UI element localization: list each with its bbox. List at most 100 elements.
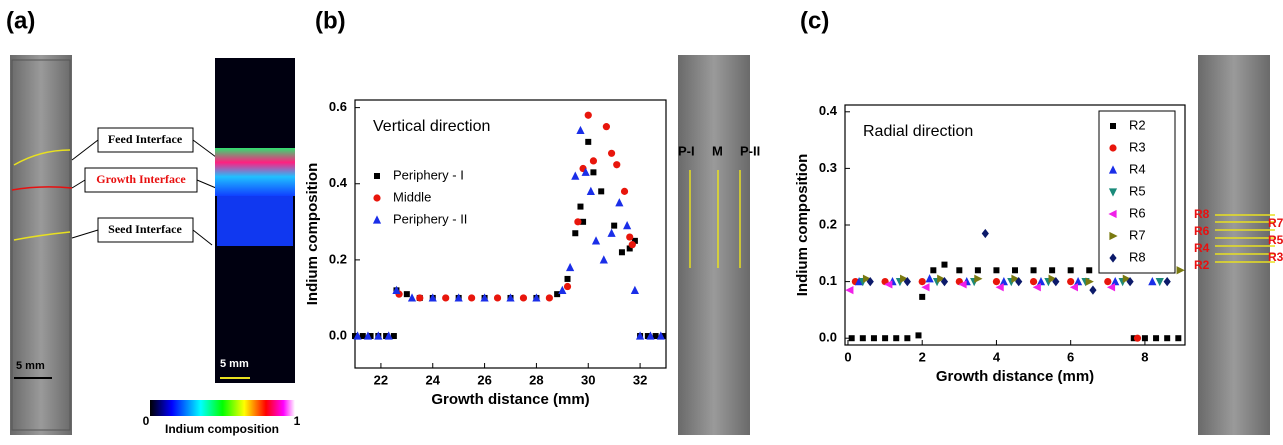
- marker: [1030, 267, 1037, 274]
- marker: [545, 294, 553, 302]
- marker: [1069, 283, 1078, 292]
- photo-label: R6: [1194, 224, 1210, 238]
- marker: [390, 333, 397, 340]
- marker: [893, 335, 900, 342]
- marker: [611, 222, 618, 229]
- leader: [196, 179, 217, 189]
- marker: [590, 169, 597, 176]
- panel-label: (c): [800, 7, 829, 34]
- marker: [1148, 277, 1157, 286]
- marker: [993, 267, 1000, 274]
- x-tick-label: 8: [1141, 349, 1148, 364]
- marker: [1085, 277, 1094, 286]
- marker: [1153, 335, 1160, 342]
- marker: [848, 335, 855, 342]
- marker: [591, 236, 601, 245]
- panel-label: (b): [315, 7, 346, 34]
- colorbar-min: 0: [143, 414, 150, 428]
- marker: [631, 237, 638, 244]
- marker: [585, 138, 592, 145]
- marker: [586, 186, 595, 195]
- leader: [71, 229, 99, 239]
- marker: [974, 267, 981, 274]
- marker: [1015, 277, 1023, 287]
- y-tick-label: 0.4: [819, 103, 838, 118]
- legend-marker: [1110, 123, 1116, 129]
- photo-labels: R8 R6 R4 R2 R7 R5 R3: [1194, 207, 1283, 272]
- annotation: Feed Interface: [108, 132, 183, 146]
- marker: [563, 282, 572, 291]
- marker: [623, 221, 632, 230]
- y-tick-label: 0.0: [329, 327, 347, 342]
- marker: [1122, 274, 1131, 283]
- map-band: [215, 148, 295, 196]
- marker: [630, 285, 639, 294]
- y-tick-label: 0.6: [329, 99, 347, 114]
- x-tick-label: 28: [529, 372, 543, 387]
- marker: [1155, 278, 1164, 287]
- photo: [10, 55, 72, 435]
- legend-marker: [1108, 188, 1118, 197]
- marker: [930, 267, 937, 274]
- marker: [1029, 278, 1038, 286]
- marker: [1052, 277, 1060, 287]
- marker: [607, 228, 616, 237]
- marker: [584, 111, 592, 119]
- marker: [618, 249, 625, 256]
- marker: [1133, 334, 1142, 342]
- marker: [615, 198, 624, 207]
- photo-label: R2: [1194, 258, 1210, 272]
- x-tick-label: 26: [477, 372, 491, 387]
- photo-label: P-I: [678, 143, 695, 158]
- x-tick-label: 22: [374, 372, 388, 387]
- marker: [598, 188, 605, 195]
- annotation: Growth Interface: [96, 172, 186, 186]
- marker: [995, 283, 1004, 292]
- chart-title: Radial direction: [863, 123, 973, 140]
- legend-label: R4: [1129, 161, 1146, 176]
- marker: [660, 333, 667, 340]
- legend-label: Periphery - I: [393, 167, 464, 182]
- marker: [855, 277, 864, 286]
- marker: [532, 293, 541, 302]
- marker: [925, 274, 934, 283]
- marker: [1067, 267, 1074, 274]
- colorbar: [150, 400, 295, 416]
- photo: [1198, 55, 1270, 435]
- marker: [903, 277, 911, 287]
- marker: [921, 283, 930, 292]
- marker: [363, 331, 373, 340]
- marker: [656, 331, 665, 340]
- colorbar-max: 1: [294, 414, 301, 428]
- marker: [564, 275, 571, 282]
- x-tick-label: 0: [844, 349, 851, 364]
- marker: [635, 331, 645, 340]
- marker: [1048, 274, 1057, 283]
- marker: [1049, 267, 1056, 274]
- marker: [1176, 266, 1185, 275]
- marker: [958, 280, 967, 289]
- x-tick-label: 30: [581, 372, 595, 387]
- legend-label: R5: [1129, 183, 1146, 198]
- marker: [403, 291, 410, 298]
- x-tick-label: 24: [426, 372, 441, 387]
- marker: [577, 203, 584, 210]
- marker: [1130, 335, 1137, 342]
- leader: [71, 179, 86, 189]
- x-tick-label: 4: [993, 349, 1001, 364]
- marker: [384, 331, 393, 340]
- photo-label: R3: [1268, 250, 1283, 264]
- marker: [416, 294, 424, 302]
- marker: [937, 274, 946, 283]
- photo-label: R7: [1268, 216, 1283, 230]
- marker: [1104, 278, 1112, 286]
- marker: [626, 245, 633, 252]
- interface-line: [13, 231, 71, 241]
- legend-label: R7: [1129, 227, 1146, 242]
- y-tick-label: 0.2: [329, 251, 347, 266]
- y-tick-label: 0.0: [819, 330, 837, 345]
- marker: [442, 294, 450, 302]
- marker: [571, 171, 580, 180]
- marker: [493, 294, 502, 302]
